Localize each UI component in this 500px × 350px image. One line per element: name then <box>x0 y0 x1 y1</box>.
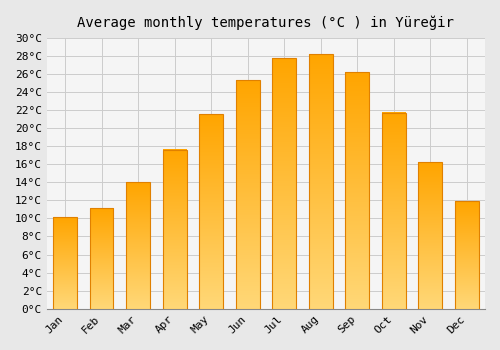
Bar <box>309 54 332 309</box>
Title: Average monthly temperatures (°C ) in Yüreğir: Average monthly temperatures (°C ) in Yü… <box>78 15 454 29</box>
Bar <box>382 113 406 309</box>
Bar <box>126 182 150 309</box>
Bar <box>163 150 186 309</box>
Bar <box>236 80 260 309</box>
Bar <box>90 209 114 309</box>
Bar <box>54 217 77 309</box>
Bar <box>346 72 369 309</box>
Bar <box>200 114 223 309</box>
Bar <box>418 162 442 309</box>
Bar <box>455 201 478 309</box>
Bar <box>272 58 296 309</box>
